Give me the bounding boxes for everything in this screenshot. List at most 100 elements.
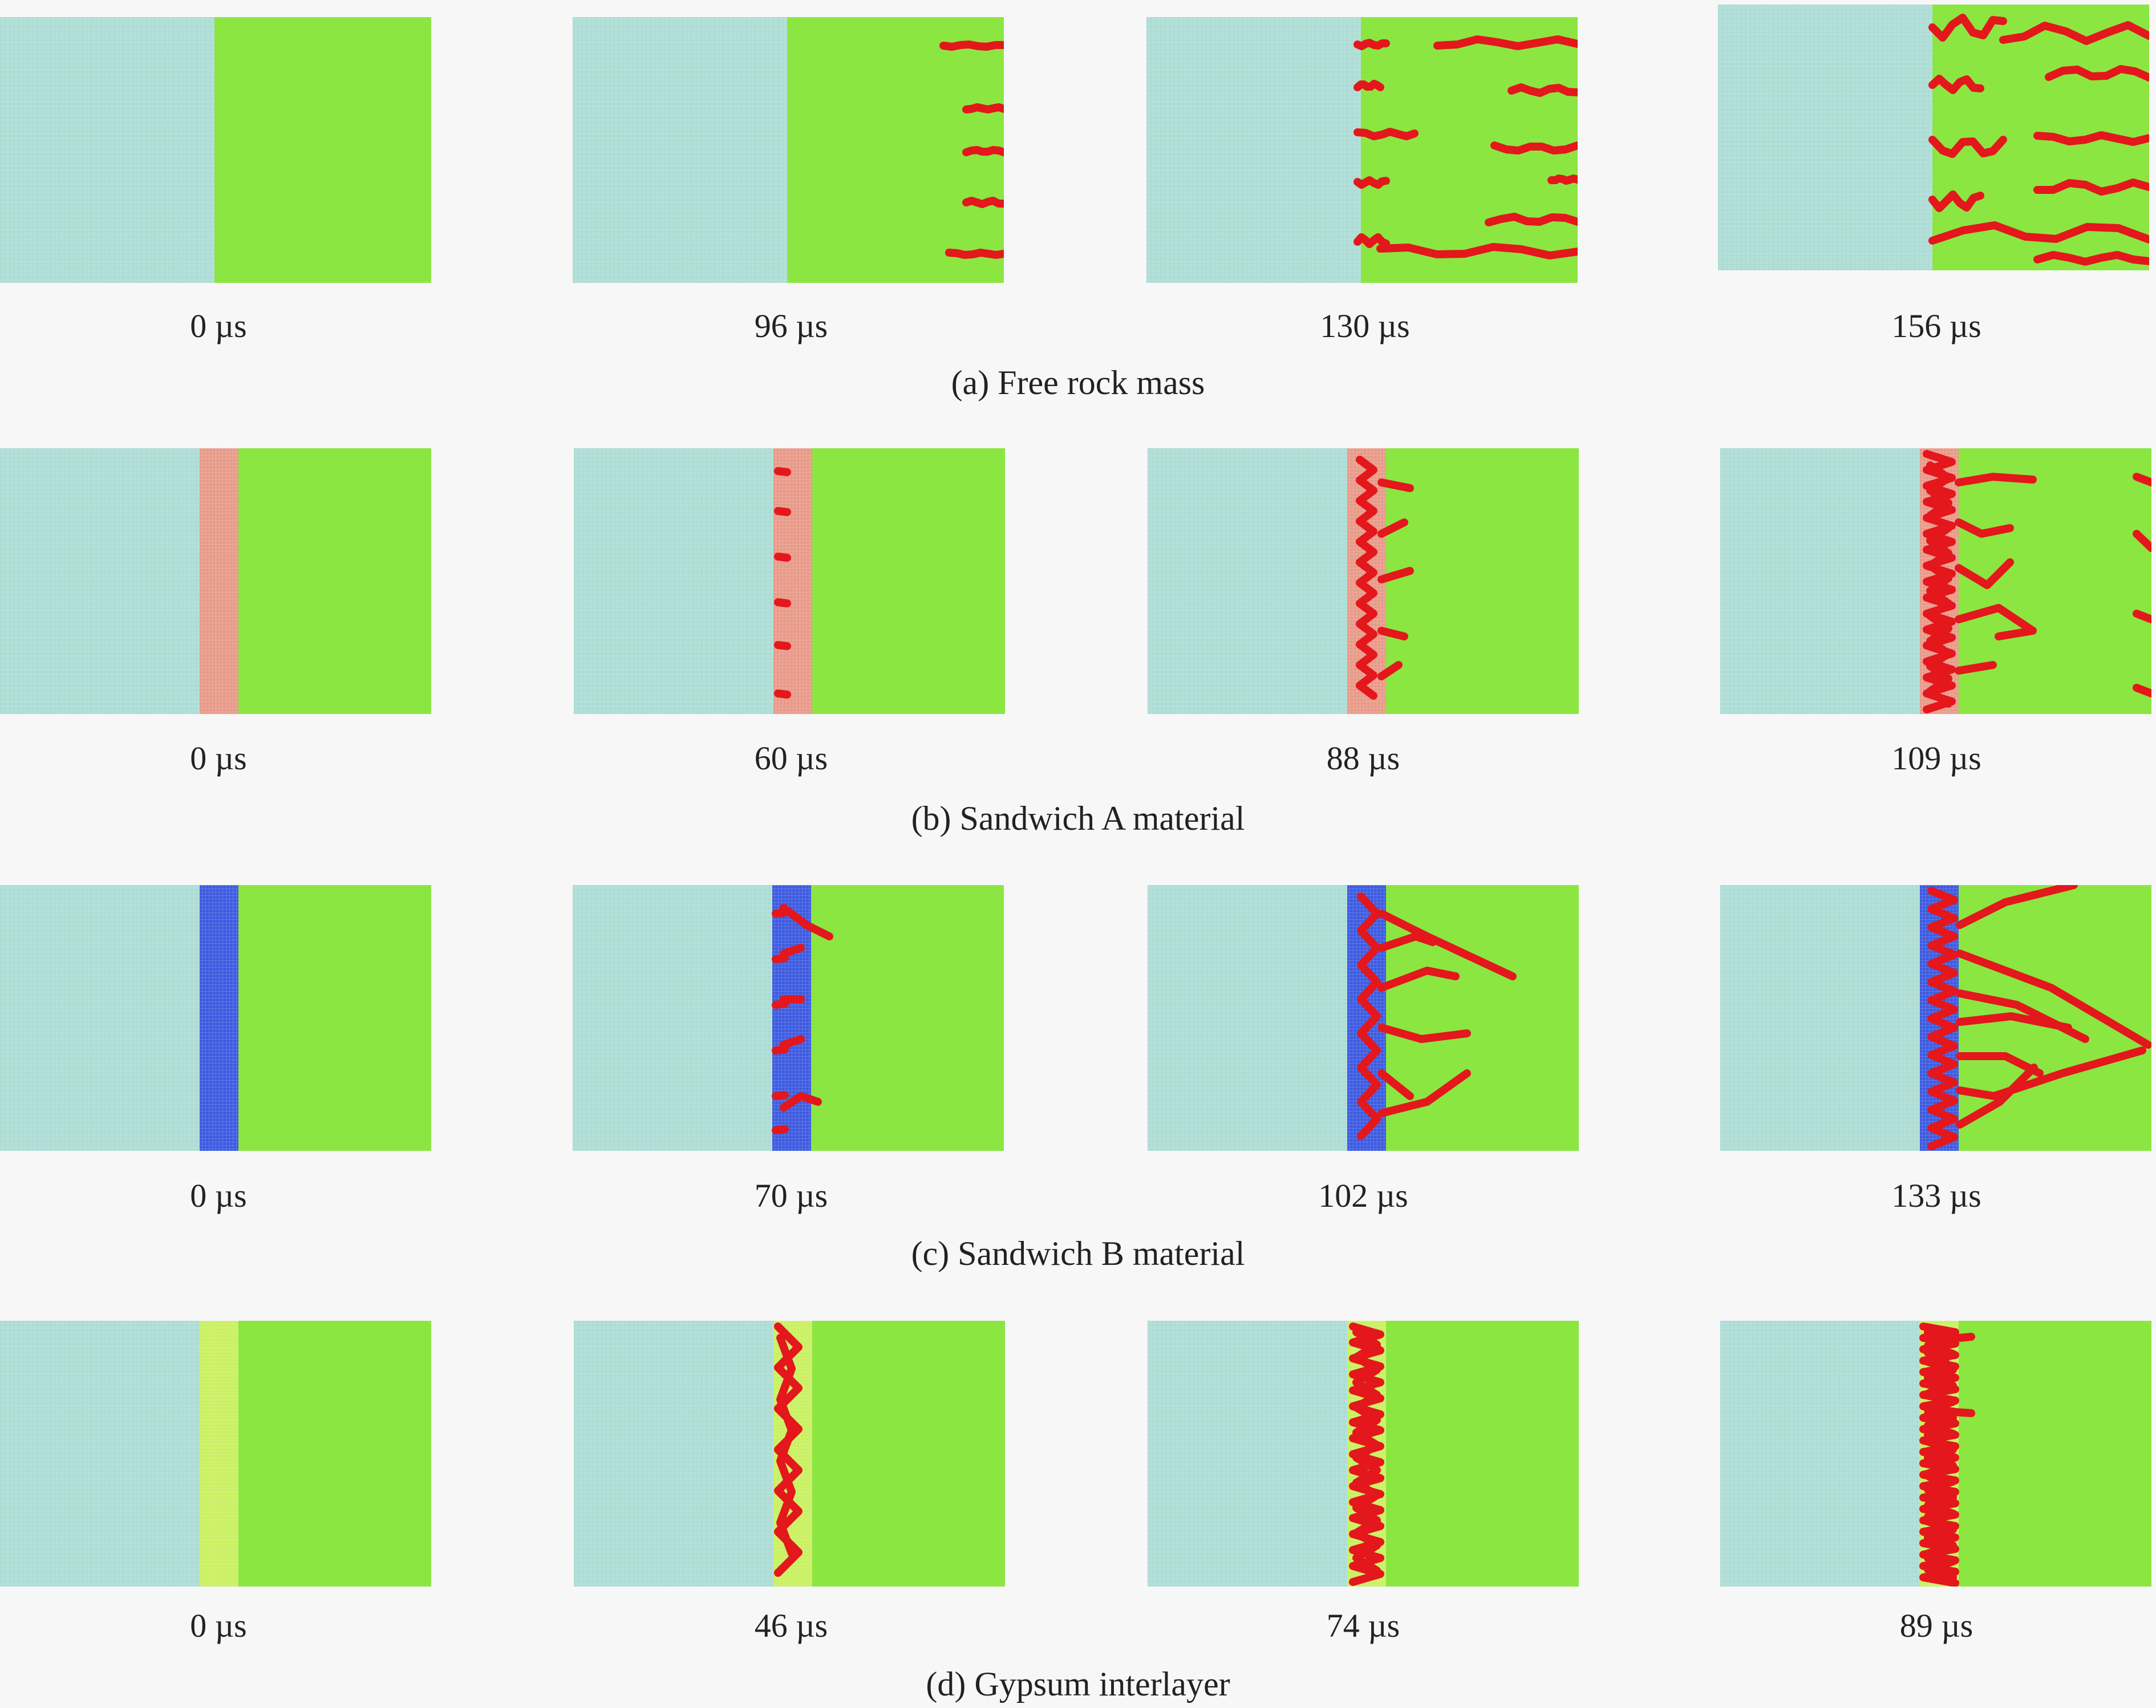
panel-sandwich-a-0 [0,448,431,714]
crack [774,641,791,650]
caption-d: (d) Gypsum interlayer [926,1665,1230,1703]
crack [774,553,791,562]
time-label: 0 µs [190,307,247,344]
crack [1999,21,2149,45]
panel-image [573,17,1004,283]
crack [1485,213,1578,226]
time-label: 133 µs [1891,1177,1981,1214]
panel-gypsum-3 [1720,1321,2151,1587]
panel-image [574,448,1005,714]
crack [780,1092,822,1111]
crack [1376,243,1578,259]
crack [1490,141,1578,155]
crack [1928,190,1984,212]
crack [772,1125,789,1134]
crack [1928,75,1984,94]
panel-image [1148,1321,1579,1587]
crack [1928,14,2007,42]
panel-gypsum-1 [574,1321,1005,1587]
panel-sandwich-b-3 [1720,885,2151,1151]
crack [1353,39,1390,50]
time-label: 130 µs [1320,307,1410,344]
rock-region-left [1720,885,1920,1151]
crack [774,1322,803,1577]
panel-image [1146,17,1578,283]
time-label: 96 µs [754,307,828,344]
panel-image [574,1321,1005,1587]
panel-image [0,885,431,1151]
crack [1956,1052,2044,1077]
crack [962,103,1004,113]
crack [1927,887,1958,1150]
rock-region-left [0,1321,200,1587]
crack [1955,604,2037,640]
panel-sandwich-b-0 [0,885,431,1151]
panel-gypsum-0 [0,1321,431,1587]
crack [962,197,1004,208]
crack [772,1000,789,1009]
crack [772,954,789,963]
time-label: 0 µs [190,740,247,777]
panel-image [573,885,1004,1151]
crack [2133,684,2151,697]
crack [772,1045,789,1054]
panel-image [1720,448,2151,714]
panel-sandwich-a-3 [1720,448,2151,714]
time-label: 60 µs [754,740,828,777]
rock-region-left [573,885,772,1151]
panel-sandwich-a-1 [574,448,1005,714]
crack [1377,932,1437,952]
crack [780,944,805,958]
panel-gypsum-2 [1148,1321,1579,1587]
rock-region-left [0,448,200,714]
rock-region-left [0,885,200,1151]
crack [774,507,791,516]
crack [1377,478,1414,492]
crack [945,249,1004,259]
crack [1955,518,2014,538]
panel-free-1 [573,17,1004,283]
crack [2033,251,2149,266]
crack [2133,610,2151,623]
crack [1956,950,2151,1049]
crack [1956,1012,2072,1032]
crack [772,1091,789,1100]
rock-region-left [1148,1321,1347,1587]
rock-region-right [214,17,431,283]
crack [1924,1328,1950,1572]
rock-region-left [574,448,773,714]
rock-region-left [573,17,787,283]
crack [776,1334,796,1557]
rock-region-left [1148,448,1347,714]
crack [1928,136,2007,158]
panel-image [1718,5,2149,270]
time-label: 102 µs [1318,1177,1408,1214]
crack [1352,1328,1381,1575]
rock-region-left [1720,1321,1920,1587]
crack [1955,558,2014,589]
crack [1377,627,1408,640]
crack [1356,456,1377,700]
rock-region-left [1146,17,1361,283]
crack [1956,1064,2038,1129]
time-label: 89 µs [1899,1607,1973,1644]
rock-region-left [574,1321,773,1587]
time-label: 88 µs [1326,740,1400,777]
crack [1377,1069,1414,1100]
time-label: 0 µs [190,1607,247,1644]
panel-image [0,448,431,714]
crack [939,40,1004,51]
time-label: 109 µs [1891,740,1981,777]
crack [1926,461,1952,708]
crack [1928,221,2149,245]
panel-image [1720,1321,2151,1587]
crack [1353,233,1390,248]
crack [1377,567,1414,583]
crack [774,598,791,607]
crack [1357,892,1381,1140]
crack [2033,131,2149,146]
crack [1956,1333,1975,1342]
crack [1353,176,1390,189]
crack [1956,1046,2146,1100]
panel-free-3 [1718,5,2149,270]
